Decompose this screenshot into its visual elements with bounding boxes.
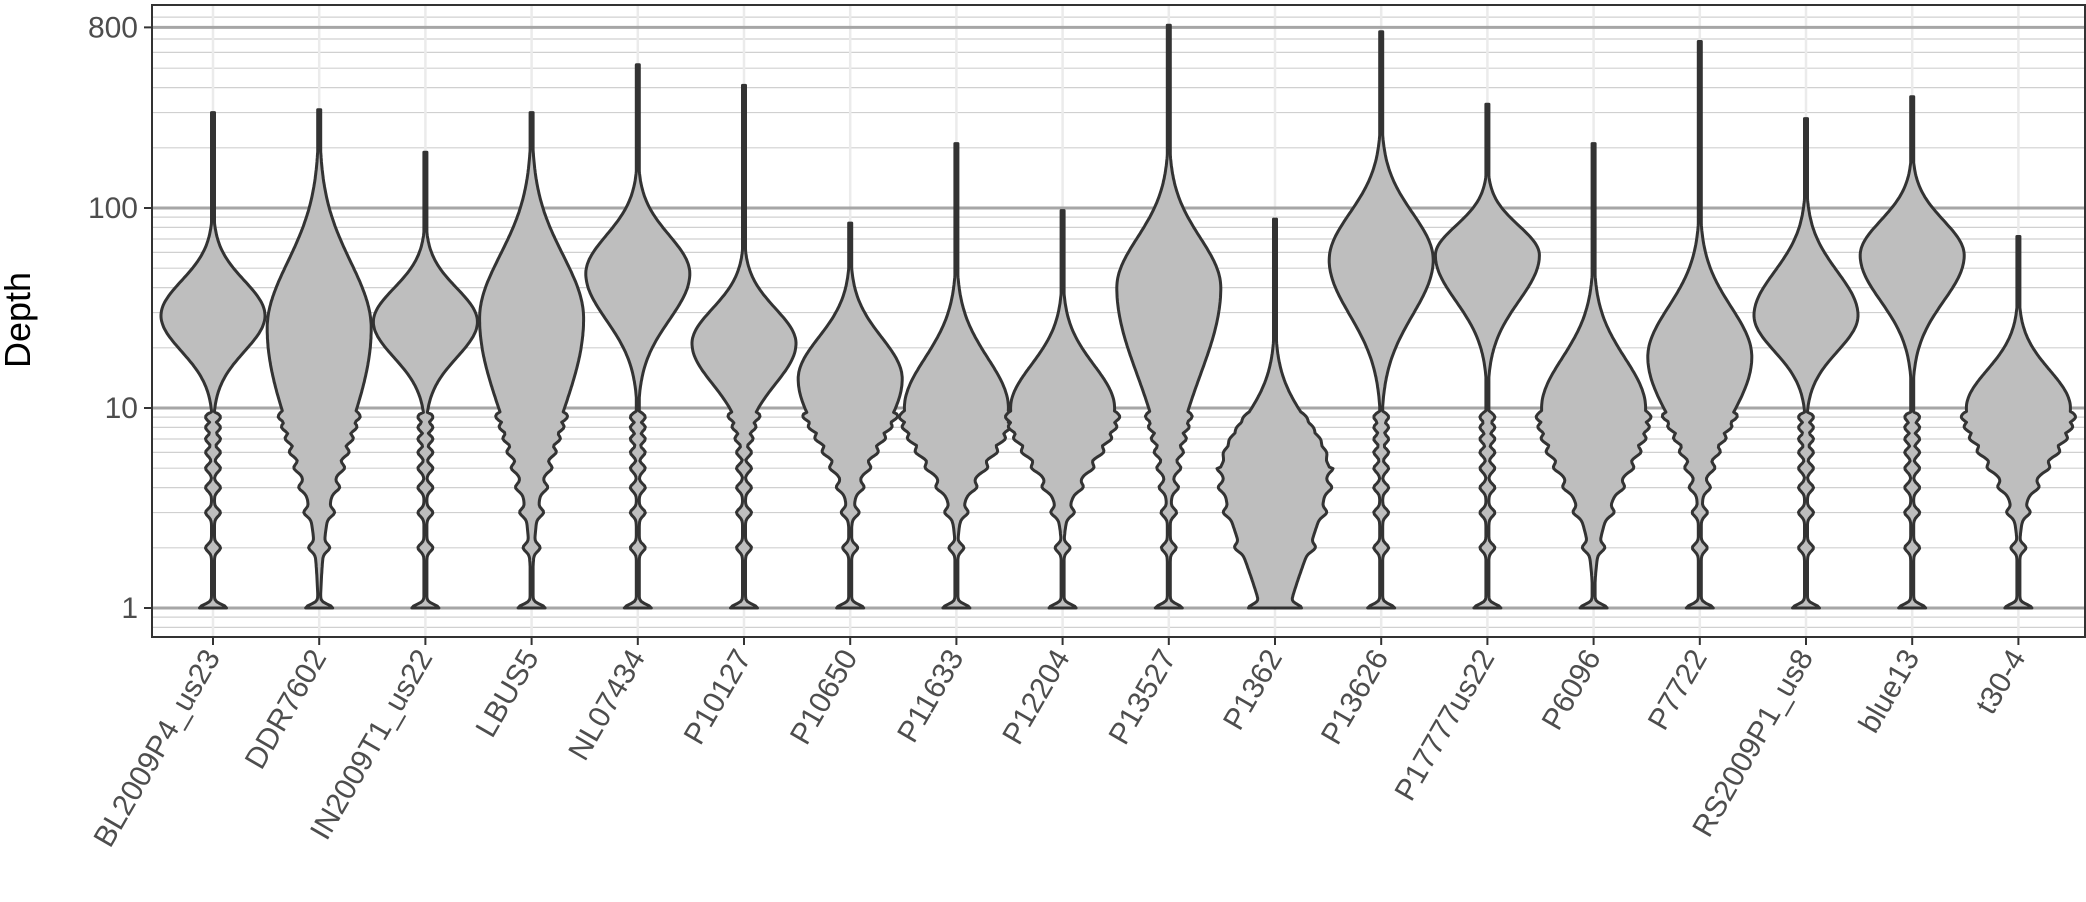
y-axis-ticks: 1 10 100 800 [88, 11, 152, 625]
violin-P11633 [897, 142, 1015, 610]
x-tick-label-P11633: P11633 [891, 644, 970, 748]
x-tick-label-P6096: P6096 [1536, 644, 1608, 736]
violin-P12204 [1004, 209, 1122, 610]
violin-RS2009P1_us8 [1752, 117, 1860, 610]
x-tick-label-blue13: blue13 [1853, 644, 1927, 739]
violin-P13626 [1327, 30, 1435, 610]
x-tick-label-DDR7602: DDR7602 [239, 644, 333, 775]
violin-P1362 [1215, 217, 1335, 610]
violin-NL07434 [584, 63, 692, 610]
x-tick-label-P17777us22: P17777us22 [1389, 644, 1502, 806]
y-tick-label: 10 [105, 392, 138, 425]
x-tick-label-BL2009P4_us23: BL2009P4_us23 [88, 644, 228, 853]
x-tick-label-P12204: P12204 [996, 644, 1076, 750]
x-tick-label-LBUS5: LBUS5 [470, 644, 546, 743]
violin-P17777us22 [1433, 102, 1541, 610]
x-tick-label-P1362: P1362 [1217, 644, 1289, 736]
y-axis-title: Depth [0, 272, 38, 368]
x-tick-label-t30-4: t30-4 [1970, 644, 2033, 720]
x-tick-label-RS2009P1_us8: RS2009P1_us8 [1686, 644, 1820, 843]
x-tick-label-P10650: P10650 [784, 644, 864, 750]
violin-P6096 [1534, 142, 1653, 610]
violin-plots [159, 23, 2077, 610]
y-tick-label: 100 [88, 192, 138, 225]
y-tick-label: 800 [88, 11, 138, 44]
x-tick-label-P13527: P13527 [1103, 644, 1183, 750]
panel-border [151, 4, 2086, 638]
violin-BL2009P4_us23 [159, 111, 267, 610]
x-tick-label-NL07434: NL07434 [562, 644, 651, 766]
violin-t30-4 [1959, 235, 2077, 610]
violin-P13527 [1115, 23, 1223, 610]
x-tick-label-P10127: P10127 [678, 644, 758, 750]
x-tick-label-P13626: P13626 [1315, 644, 1395, 750]
violin-LBUS5 [478, 111, 586, 610]
x-tick-label-P7722: P7722 [1642, 644, 1714, 736]
violin-blue13 [1858, 95, 1966, 610]
violin-P7722 [1646, 40, 1754, 610]
violin-DDR7602 [265, 108, 373, 610]
violin-P10127 [690, 83, 798, 610]
y-tick-label: 1 [121, 592, 138, 625]
violin-P10650 [796, 221, 904, 610]
violin-IN2009T1_us22 [371, 150, 479, 610]
